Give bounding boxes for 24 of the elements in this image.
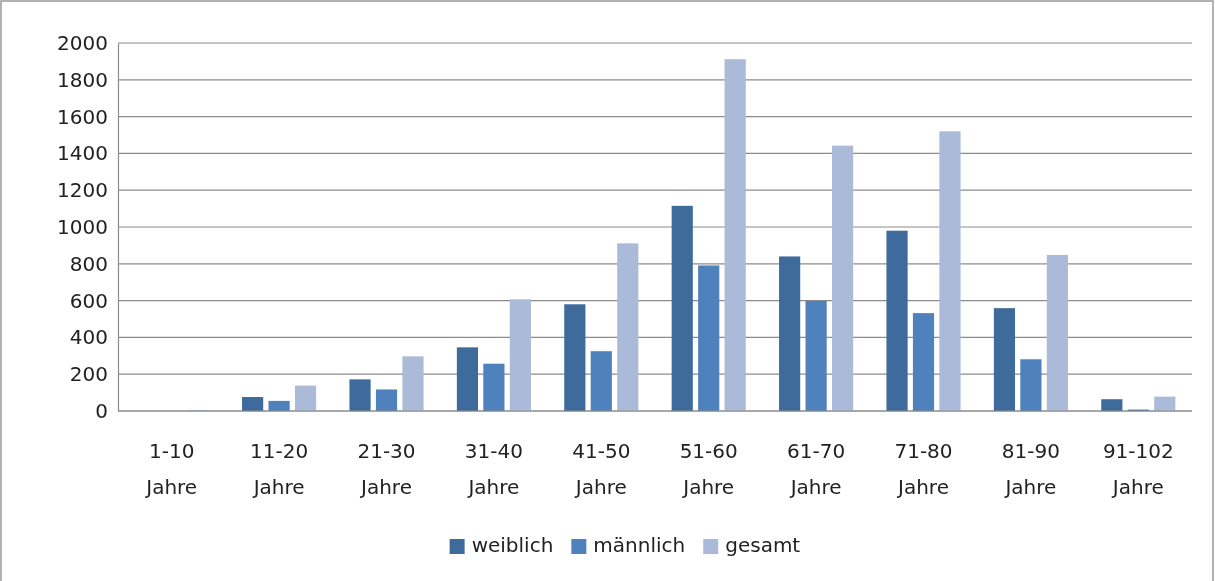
y-tick-label: 600 — [69, 288, 108, 313]
legend-label: weiblich — [471, 533, 554, 557]
y-tick-label: 2000 — [57, 30, 108, 55]
y-tick-label: 400 — [69, 325, 108, 350]
x-tick-label: 1-10 Jahre — [144, 439, 198, 499]
y-tick-label: 1600 — [57, 104, 108, 129]
x-tick-label: 61-70 Jahre — [787, 439, 846, 499]
x-tick-label: 91-102 Jahre — [1102, 439, 1174, 499]
x-tick-label: 41-50 Jahre — [572, 439, 631, 499]
legend-label: gesamt — [725, 533, 801, 557]
x-tick-label: 21-30 Jahre — [357, 439, 416, 499]
x-tick-label: 71-80 Jahre — [894, 439, 953, 499]
x-tick-label: 51-60 Jahre — [679, 439, 738, 499]
x-tick-label: 81-90 Jahre — [1001, 439, 1060, 499]
y-tick-label: 1000 — [57, 214, 108, 239]
y-tick-label: 0 — [95, 398, 108, 423]
x-tick-label: 31-40 Jahre — [464, 439, 523, 499]
y-tick-label: 800 — [69, 251, 108, 276]
x-tick-label: 11-20 Jahre — [250, 439, 309, 499]
legend-label: männlich — [593, 533, 686, 557]
y-tick-label: 200 — [69, 362, 108, 387]
y-tick-label: 1800 — [57, 67, 108, 92]
y-tick-label: 1400 — [57, 141, 108, 166]
y-tick-label: 1200 — [57, 178, 108, 203]
